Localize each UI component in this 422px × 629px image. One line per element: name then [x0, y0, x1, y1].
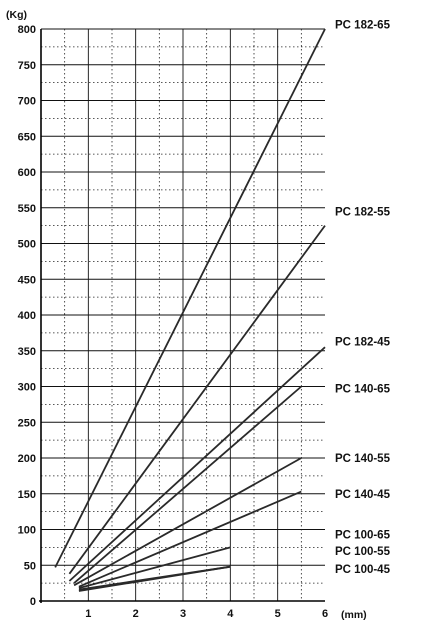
series-line	[73, 385, 302, 584]
series-line	[54, 28, 326, 568]
x-tick-label: 2	[133, 608, 139, 620]
y-tick-label: 50	[24, 560, 36, 572]
y-tick-label: 250	[18, 417, 36, 429]
series-labels: PC 182-65 PC 182-55 PC 182-45 PC 140-65 PC 1…	[335, 20, 391, 576]
x-tick-label: 6	[322, 608, 328, 620]
series-line	[78, 546, 231, 589]
series-line	[68, 225, 326, 575]
y-tick-label: 450	[18, 274, 36, 286]
y-tick-label: 200	[18, 453, 36, 465]
y-tick-label: 0	[30, 596, 36, 608]
series-label: PC 140-55	[335, 453, 391, 465]
series-label: PC 100-65	[335, 530, 391, 542]
series-label: PC 140-65	[335, 384, 391, 396]
y-tick-label: 700	[18, 96, 36, 108]
x-tick-label: 1	[85, 608, 91, 620]
series-label: PC 140-45	[335, 489, 391, 501]
x-tick-label: 5	[275, 608, 281, 620]
series-line	[73, 457, 302, 587]
x-tick-label: 4	[227, 608, 234, 620]
y-tick-label: 550	[18, 203, 36, 215]
x-tick-label: 3	[180, 608, 186, 620]
y-tick-label: 800	[18, 24, 36, 36]
series-line	[78, 565, 231, 592]
series-label: PC 100-55	[335, 546, 391, 558]
y-tick-label: 100	[18, 525, 36, 537]
axes	[39, 29, 325, 603]
series-label: PC 182-45	[335, 336, 391, 348]
series-label: PC 182-55	[335, 206, 391, 218]
y-tick-label: 400	[18, 310, 36, 322]
y-unit-label: (Kg)	[6, 9, 27, 21]
tick-labels: 0 50 100 150 200 250 300 350 400 450 500 550 600 650 7…	[18, 24, 328, 620]
y-tick-label: 300	[18, 382, 36, 394]
y-tick-label: 350	[18, 346, 36, 358]
series-label: PC 100-45	[335, 564, 391, 576]
series-label: PC 182-65	[335, 20, 391, 32]
y-tick-label: 600	[18, 167, 36, 179]
y-tick-label: 750	[18, 60, 36, 72]
x-unit-label: (mm)	[341, 609, 367, 621]
series-lines	[54, 28, 326, 592]
series-line	[68, 346, 326, 582]
y-tick-label: 150	[18, 489, 36, 501]
y-tick-label: 650	[18, 131, 36, 143]
series-line	[78, 490, 302, 588]
major-grid	[41, 28, 325, 601]
y-tick-label: 500	[18, 239, 36, 251]
